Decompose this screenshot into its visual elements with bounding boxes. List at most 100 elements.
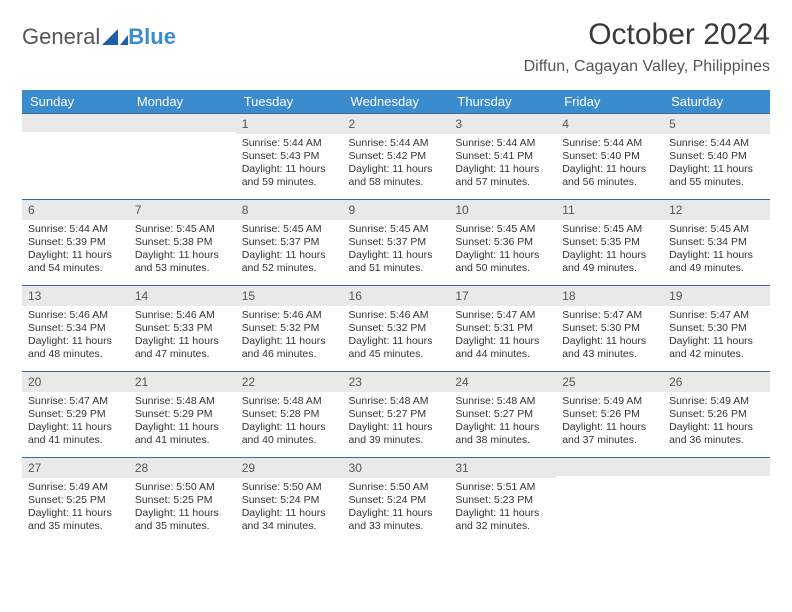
calendar-day-cell: 18Sunrise: 5:47 AMSunset: 5:30 PMDayligh… (556, 286, 663, 372)
day-number: 29 (236, 458, 343, 478)
sunset-line: Sunset: 5:29 PM (28, 408, 123, 421)
calendar-day-cell: 10Sunrise: 5:45 AMSunset: 5:36 PMDayligh… (449, 200, 556, 286)
calendar-day-cell: 7Sunrise: 5:45 AMSunset: 5:38 PMDaylight… (129, 200, 236, 286)
daylight-line: Daylight: 11 hours and 54 minutes. (28, 249, 123, 275)
daylight-line: Daylight: 11 hours and 40 minutes. (242, 421, 337, 447)
day-data: Sunrise: 5:45 AMSunset: 5:37 PMDaylight:… (236, 220, 343, 278)
day-number: 5 (663, 114, 770, 134)
sunrise-line: Sunrise: 5:45 AM (562, 223, 657, 236)
sunset-line: Sunset: 5:43 PM (242, 150, 337, 163)
day-data: Sunrise: 5:45 AMSunset: 5:37 PMDaylight:… (343, 220, 450, 278)
day-number: 31 (449, 458, 556, 478)
sunrise-line: Sunrise: 5:44 AM (28, 223, 123, 236)
day-data: Sunrise: 5:47 AMSunset: 5:30 PMDaylight:… (556, 306, 663, 364)
day-number: 19 (663, 286, 770, 306)
day-number: 4 (556, 114, 663, 134)
day-data: Sunrise: 5:44 AMSunset: 5:41 PMDaylight:… (449, 134, 556, 192)
calendar-day-cell: 16Sunrise: 5:46 AMSunset: 5:32 PMDayligh… (343, 286, 450, 372)
day-number-bar (663, 458, 770, 476)
sunset-line: Sunset: 5:35 PM (562, 236, 657, 249)
day-number-bar (22, 114, 129, 132)
sail-icon (102, 27, 128, 45)
day-data: Sunrise: 5:46 AMSunset: 5:32 PMDaylight:… (343, 306, 450, 364)
calendar-day-cell: 22Sunrise: 5:48 AMSunset: 5:28 PMDayligh… (236, 372, 343, 458)
day-number: 27 (22, 458, 129, 478)
calendar-day-cell: 31Sunrise: 5:51 AMSunset: 5:23 PMDayligh… (449, 458, 556, 544)
sunset-line: Sunset: 5:24 PM (242, 494, 337, 507)
daylight-line: Daylight: 11 hours and 53 minutes. (135, 249, 230, 275)
day-number-bar (556, 458, 663, 476)
sunset-line: Sunset: 5:36 PM (455, 236, 550, 249)
calendar-day-cell: 5Sunrise: 5:44 AMSunset: 5:40 PMDaylight… (663, 114, 770, 200)
sunset-line: Sunset: 5:29 PM (135, 408, 230, 421)
calendar-day-cell: 3Sunrise: 5:44 AMSunset: 5:41 PMDaylight… (449, 114, 556, 200)
sunset-line: Sunset: 5:30 PM (562, 322, 657, 335)
sunrise-line: Sunrise: 5:49 AM (669, 395, 764, 408)
daylight-line: Daylight: 11 hours and 35 minutes. (28, 507, 123, 533)
sunset-line: Sunset: 5:41 PM (455, 150, 550, 163)
logo-word2: Blue (128, 24, 176, 50)
calendar-week-row: 27Sunrise: 5:49 AMSunset: 5:25 PMDayligh… (22, 458, 770, 544)
sunset-line: Sunset: 5:32 PM (349, 322, 444, 335)
daylight-line: Daylight: 11 hours and 39 minutes. (349, 421, 444, 447)
sunrise-line: Sunrise: 5:45 AM (135, 223, 230, 236)
daylight-line: Daylight: 11 hours and 34 minutes. (242, 507, 337, 533)
sunrise-line: Sunrise: 5:49 AM (562, 395, 657, 408)
sunset-line: Sunset: 5:37 PM (242, 236, 337, 249)
sunrise-line: Sunrise: 5:45 AM (349, 223, 444, 236)
calendar-day-cell: 29 Sunrise: 5:50 AMSunset: 5:24 PMDayligh… (236, 458, 343, 544)
calendar-day-cell: 24Sunrise: 5:48 AMSunset: 5:27 PMDayligh… (449, 372, 556, 458)
sunrise-line: Sunrise: 5:48 AM (455, 395, 550, 408)
sunset-line: Sunset: 5:40 PM (669, 150, 764, 163)
calendar-header-cell: Wednesday (343, 90, 450, 114)
sunset-line: Sunset: 5:26 PM (669, 408, 764, 421)
sunset-line: Sunset: 5:37 PM (349, 236, 444, 249)
calendar-day-cell: 9Sunrise: 5:45 AMSunset: 5:37 PMDaylight… (343, 200, 450, 286)
day-number: 20 (22, 372, 129, 392)
calendar-day-cell: 11Sunrise: 5:45 AMSunset: 5:35 PMDayligh… (556, 200, 663, 286)
sunrise-line: Sunrise: 5:46 AM (242, 309, 337, 322)
day-data: Sunrise: 5:45 AMSunset: 5:36 PMDaylight:… (449, 220, 556, 278)
day-data: Sunrise: 5:49 AMSunset: 5:26 PMDaylight:… (663, 392, 770, 450)
calendar-week-row: 13Sunrise: 5:46 AMSunset: 5:34 PMDayligh… (22, 286, 770, 372)
day-number: 14 (129, 286, 236, 306)
daylight-line: Daylight: 11 hours and 42 minutes. (669, 335, 764, 361)
sunrise-line: Sunrise: 5:44 AM (669, 137, 764, 150)
day-number: 17 (449, 286, 556, 306)
daylight-line: Daylight: 11 hours and 43 minutes. (562, 335, 657, 361)
day-data: Sunrise: 5:50 AMSunset: 5:25 PMDaylight:… (129, 478, 236, 536)
sunset-line: Sunset: 5:28 PM (242, 408, 337, 421)
daylight-line: Daylight: 11 hours and 59 minutes. (242, 163, 337, 189)
sunrise-line: Sunrise: 5:45 AM (455, 223, 550, 236)
day-data: Sunrise: 5:47 AMSunset: 5:30 PMDaylight:… (663, 306, 770, 364)
sunrise-line: Sunrise: 5:45 AM (669, 223, 764, 236)
calendar-day-cell: 17Sunrise: 5:47 AMSunset: 5:31 PMDayligh… (449, 286, 556, 372)
sunrise-line: Sunrise: 5:50 AM (349, 481, 444, 494)
daylight-line: Daylight: 11 hours and 38 minutes. (455, 421, 550, 447)
day-number: 30 (343, 458, 450, 478)
calendar-day-cell: 26Sunrise: 5:49 AMSunset: 5:26 PMDayligh… (663, 372, 770, 458)
sunset-line: Sunset: 5:34 PM (669, 236, 764, 249)
calendar-day-cell: 12Sunrise: 5:45 AMSunset: 5:34 PMDayligh… (663, 200, 770, 286)
day-data: Sunrise: 5:46 AMSunset: 5:34 PMDaylight:… (22, 306, 129, 364)
calendar-day-cell: 19Sunrise: 5:47 AMSunset: 5:30 PMDayligh… (663, 286, 770, 372)
day-number: 10 (449, 200, 556, 220)
sunset-line: Sunset: 5:34 PM (28, 322, 123, 335)
sunrise-line: Sunrise: 5:50 AM (242, 481, 337, 494)
logo-word1: General (22, 24, 100, 50)
sunset-line: Sunset: 5:23 PM (455, 494, 550, 507)
calendar-header-cell: Saturday (663, 90, 770, 114)
sunrise-line: Sunrise: 5:48 AM (135, 395, 230, 408)
daylight-line: Daylight: 11 hours and 44 minutes. (455, 335, 550, 361)
title-block: October 2024 Diffun, Cagayan Valley, Phi… (524, 18, 770, 86)
day-data: Sunrise: 5:46 AMSunset: 5:33 PMDaylight:… (129, 306, 236, 364)
day-number: 28 (129, 458, 236, 478)
calendar-header-cell: Friday (556, 90, 663, 114)
day-data: Sunrise: 5:46 AMSunset: 5:32 PMDaylight:… (236, 306, 343, 364)
sunrise-line: Sunrise: 5:51 AM (455, 481, 550, 494)
calendar-header-cell: Monday (129, 90, 236, 114)
day-number: 2 (343, 114, 450, 134)
day-number: 9 (343, 200, 450, 220)
calendar-header-cell: Thursday (449, 90, 556, 114)
day-number: 11 (556, 200, 663, 220)
